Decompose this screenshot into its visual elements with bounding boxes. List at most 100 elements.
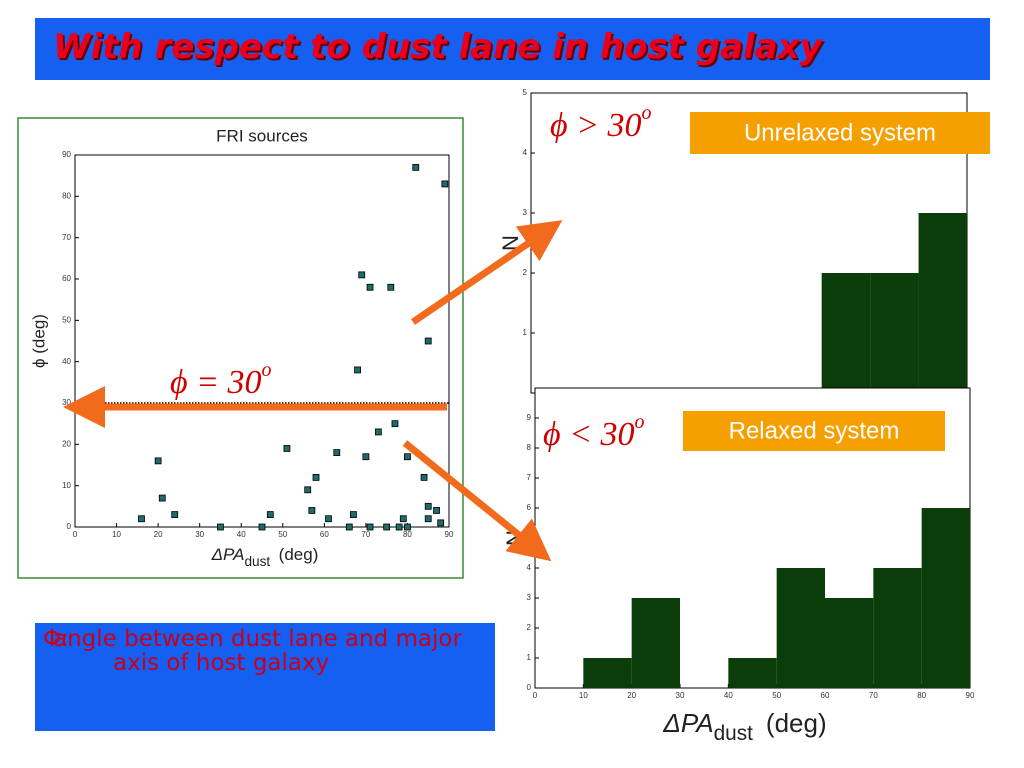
y-tick-label: 60 [62,274,71,283]
chart-title: FRI sources [216,126,308,145]
point [217,523,224,531]
point [354,366,361,374]
point [258,523,266,531]
point [158,494,166,502]
point [424,337,432,345]
x-tick-label: 0 [73,530,78,539]
point [308,507,316,514]
y-tick-label: 2 [527,623,532,632]
x-tick-label: 60 [320,530,329,539]
y-tick-label: 90 [62,150,71,159]
math-superscript: o [635,411,645,433]
y-tick-label: 5 [523,88,528,97]
x-tick-label: 0 [533,691,538,700]
math-text: ϕ < 30 [543,416,635,453]
scatter-frame [17,117,464,579]
point [312,473,320,481]
point [437,519,445,527]
x-tick-label: 20 [627,691,636,700]
point [399,515,407,523]
point [171,511,179,519]
point [404,523,411,531]
y-tick-label: 1 [527,653,532,662]
y-tick-label: 70 [62,233,71,242]
x-label-main: ΔPA [662,708,713,738]
math-text: ϕ = 30 [170,364,262,401]
math-superscript: o [262,359,272,381]
x-tick-label: 80 [917,691,926,700]
plot-frame [74,154,450,528]
y-tick-label: 3 [523,208,528,217]
point [325,515,332,523]
bar [821,273,871,393]
x-tick-label: 50 [772,691,781,700]
note-box: Φ: angle between dust lane and major axis… [35,623,495,731]
point [433,507,440,514]
x-tick-label: 10 [579,691,588,700]
arrow [411,220,563,325]
x-tick-label: 70 [869,691,878,700]
bar [921,508,970,688]
bar [728,658,777,688]
label-box [683,411,945,451]
x-label-main: ΔPA [211,545,245,564]
bar [583,658,632,688]
bar [918,213,967,393]
x-tick-label: 20 [154,530,163,539]
point [420,473,428,481]
y-tick-label: 8 [527,443,532,452]
x-tick-label: 90 [445,530,454,539]
point [441,180,449,188]
y-tick-label: 50 [62,315,71,324]
point [304,486,312,494]
point [424,502,432,510]
x-tick-label: 70 [361,530,370,539]
math-superscript: o [642,102,652,124]
math-annotation: ϕ > 30o [550,102,652,144]
y-tick-label: 40 [62,357,71,366]
x-label-unit: (deg) [766,708,827,738]
point [138,515,145,523]
x-tick-label: 30 [195,530,204,539]
point [266,511,274,519]
y-tick-label: 2 [523,268,528,277]
y-tick-label: 30 [62,398,71,407]
x-label-sub: dust [714,722,754,745]
point [362,453,370,461]
x-tick-label: 10 [112,530,121,539]
bar [873,568,922,688]
x-tick-label: 50 [278,530,287,539]
x-label-unit: (deg) [279,545,319,564]
y-tick-label: 6 [527,503,532,512]
x-axis-label: ΔPAdust (deg) [211,545,319,568]
y-tick-label: 4 [523,148,528,157]
label-box [690,112,990,154]
point [366,523,374,531]
point [350,511,357,519]
x-axis-label: ΔPAdust (deg) [662,708,826,745]
x-tick-label: 60 [821,691,830,700]
bar [825,598,874,688]
point [404,453,411,461]
point [333,449,341,457]
x-tick-label: 40 [237,530,246,539]
y-tick-label: 3 [527,593,532,602]
x-label-sub: dust [244,554,270,569]
x-tick-label: 90 [966,691,975,700]
x-tick-label: 80 [403,530,412,539]
point [366,283,374,291]
point [424,515,432,523]
point [412,163,420,171]
label-text: Unrelaxed system [744,119,936,146]
label-text: Relaxed system [729,417,900,444]
y-tick-label: 1 [523,328,528,337]
point [283,445,291,452]
point [387,283,395,291]
point [395,523,403,531]
y-tick-label: 0 [527,683,532,692]
y-tick-label: 9 [527,413,532,422]
bar [631,598,680,688]
arrow [402,440,552,562]
